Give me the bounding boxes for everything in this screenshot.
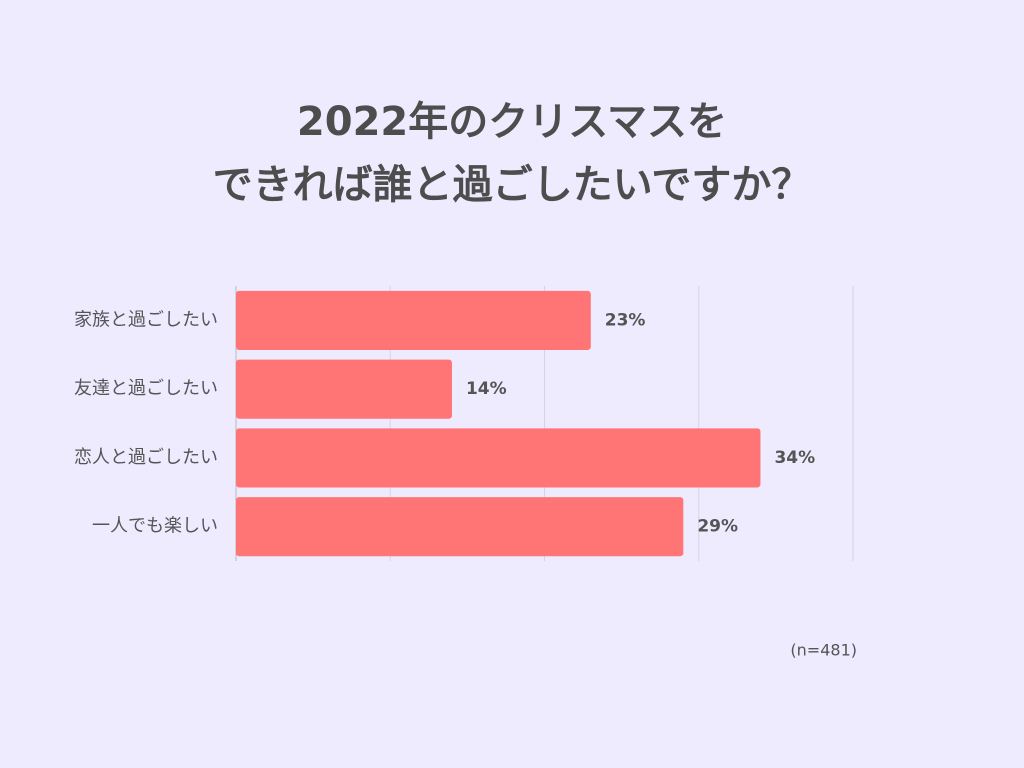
bar [236,428,761,488]
category-label: 一人でも楽しい [92,516,218,537]
bar [236,290,591,350]
note: (n=481) [790,641,857,660]
bar [236,497,684,557]
value-label: 29% [697,517,738,537]
chart-title: できれば誰と過ごしたいですか？ [213,162,812,208]
value-label: 34% [774,448,815,468]
chart-title: 2022年のクリスマスを [297,99,727,145]
value-label: 14% [466,379,507,399]
bar [236,359,452,419]
category-label: 恋人と過ごしたい [74,446,218,468]
category-label: 家族と過ごしたい [74,309,218,330]
category-label: 友達と過ごしたい [74,378,218,399]
value-label: 23% [605,310,646,330]
